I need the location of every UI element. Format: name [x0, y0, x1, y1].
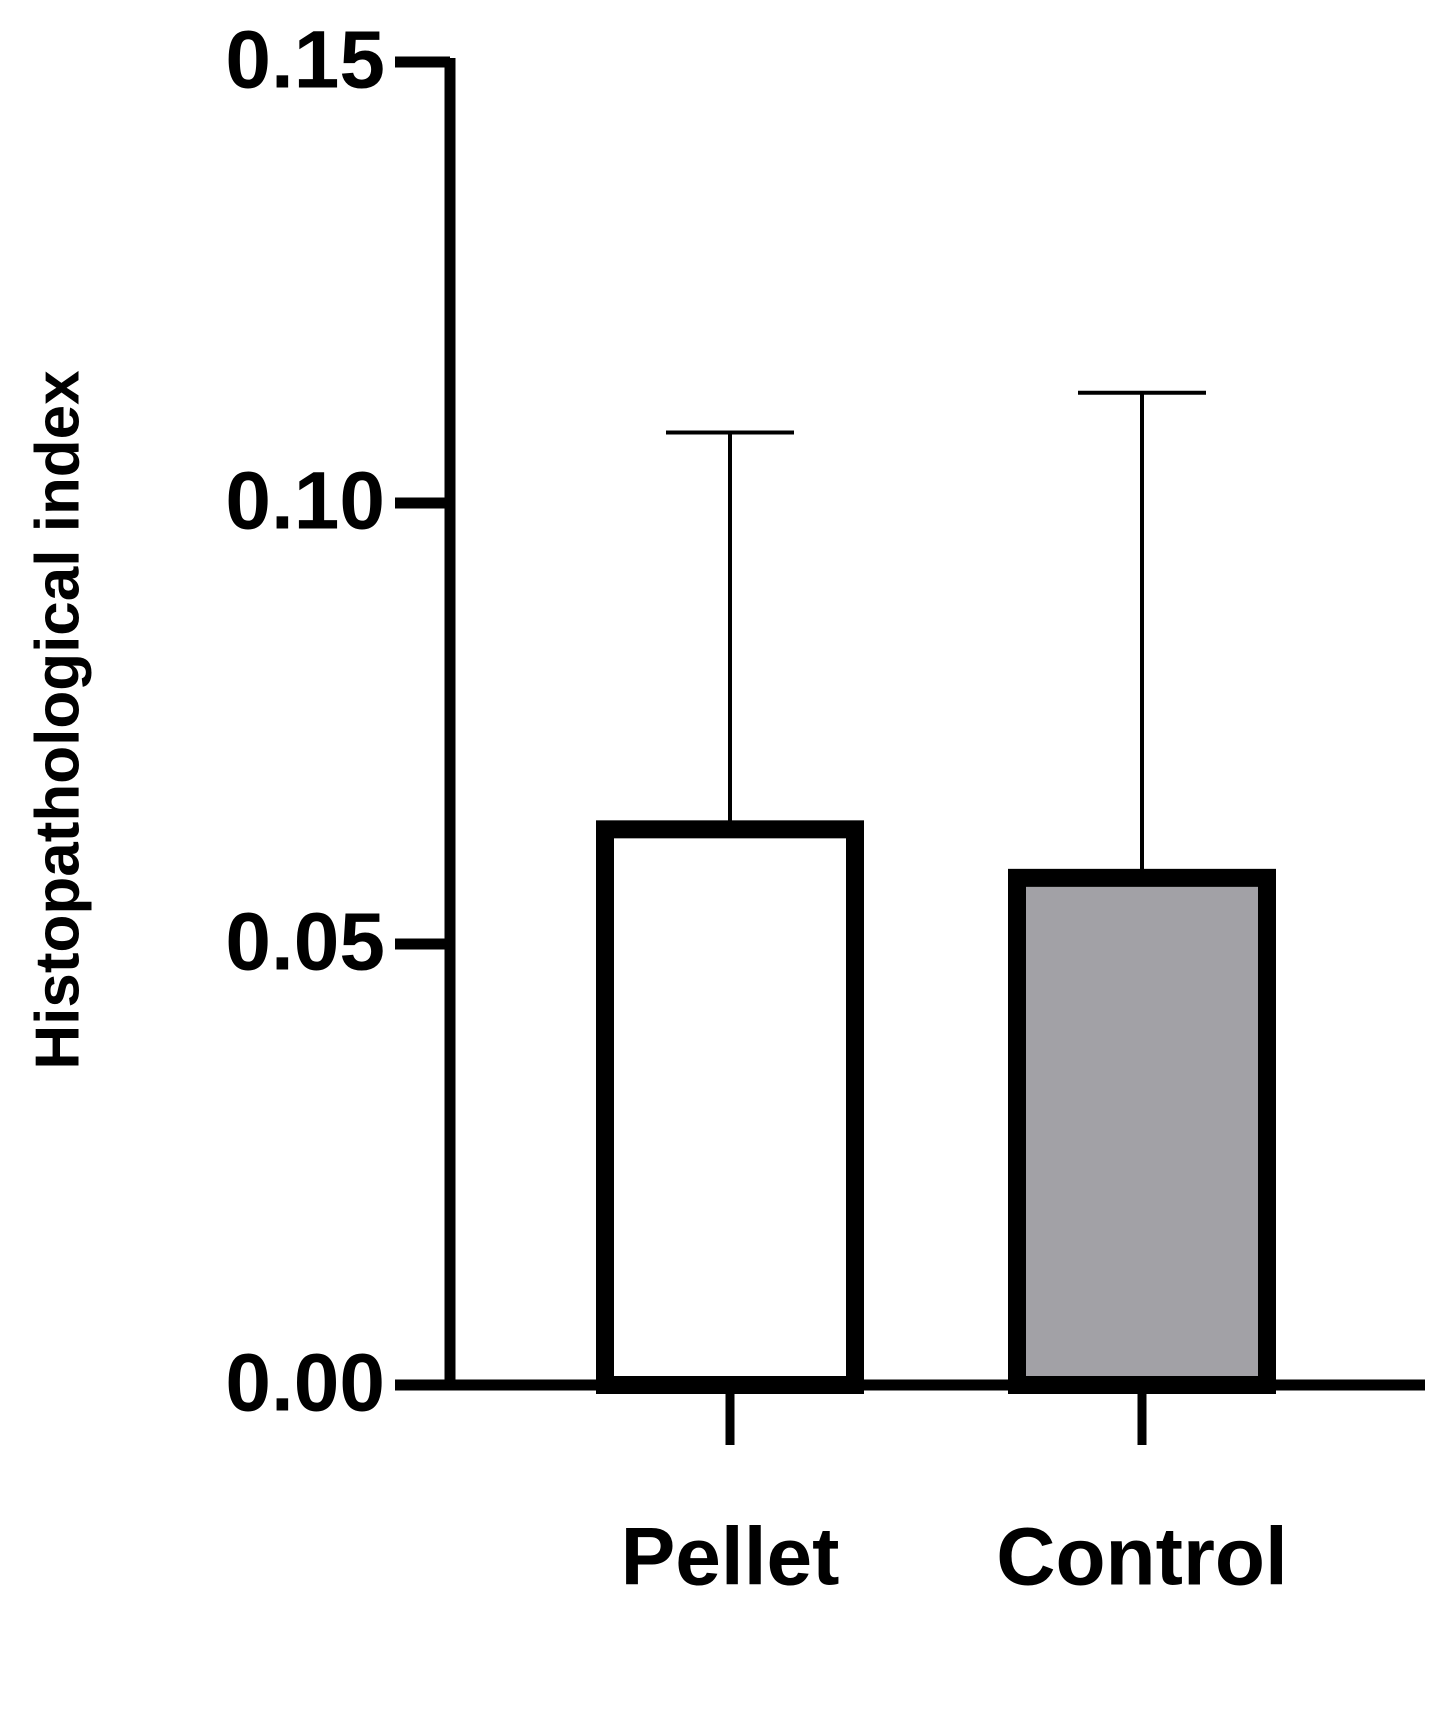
bar: [596, 820, 864, 1394]
y-tick-label: 0.10: [225, 456, 385, 547]
y-tick-label: 0.05: [225, 897, 385, 988]
y-axis-label: Histopathological index: [23, 370, 92, 1070]
x-tick-label: Pellet: [621, 1512, 840, 1603]
y-tick-label: 0.00: [225, 1338, 385, 1429]
y-tick-label: 0.15: [225, 15, 385, 106]
bar: [1008, 868, 1276, 1394]
x-tick-label: Control: [996, 1512, 1287, 1603]
